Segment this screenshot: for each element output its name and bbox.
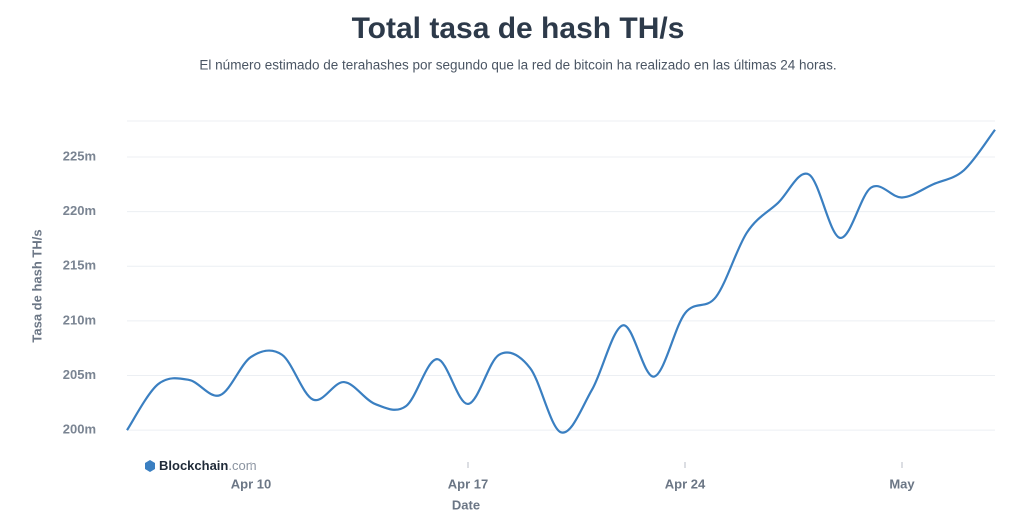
watermark: Blockchain.com: [145, 458, 257, 473]
x-tick-label: Apr 17: [448, 476, 488, 491]
logo-icon: [145, 460, 155, 472]
grid: [127, 120, 995, 431]
y-tick-label: 205m: [63, 367, 96, 382]
y-tick-label: 200m: [63, 422, 96, 437]
x-tick-label: May: [889, 476, 915, 491]
data-line: [126, 129, 996, 434]
logo-suffix: .com: [228, 458, 256, 473]
x-axis-label: Date: [452, 497, 480, 512]
y-axis-label: Tasa de hash TH/s: [29, 229, 44, 342]
y-tick-label: 210m: [63, 312, 96, 327]
x-tick-label: Apr 24: [665, 476, 706, 491]
logo-text: Blockchain.com: [159, 458, 257, 473]
logo-brand: Blockchain: [159, 458, 228, 473]
chart-subtitle: El número estimado de terahashes por seg…: [199, 58, 836, 73]
y-tick-label: 215m: [63, 258, 96, 273]
x-tick-label: Apr 10: [231, 476, 271, 491]
y-tick-label: 220m: [63, 203, 96, 218]
y-tick-label: 225m: [63, 148, 96, 163]
chart-title: Total tasa de hash TH/s: [352, 12, 685, 45]
